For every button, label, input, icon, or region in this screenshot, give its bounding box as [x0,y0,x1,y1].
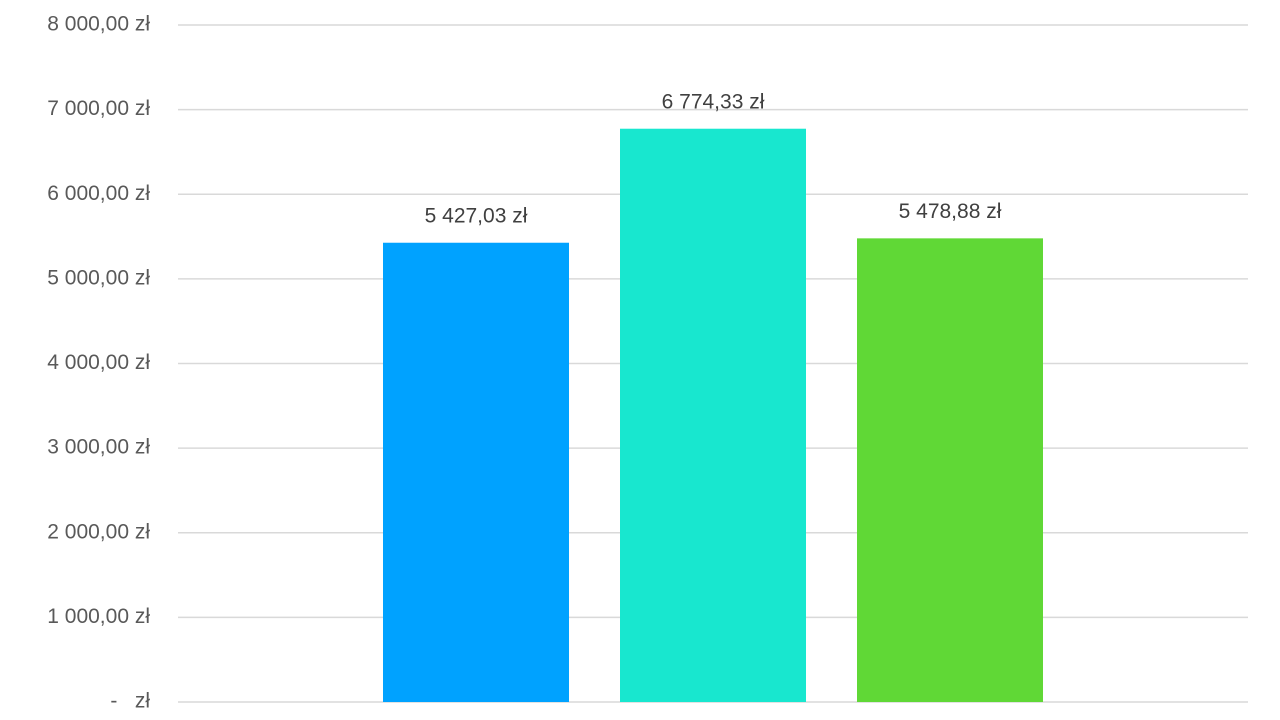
y-tick-label: 7 000,00 zł [47,97,150,120]
y-tick-label: 2 000,00 zł [47,520,150,543]
y-tick-label: 8 000,00 zł [47,13,150,36]
bar [383,242,569,702]
bar [857,238,1043,702]
data-label: 5 427,03 zł [425,204,528,227]
y-tick-label: 4 000,00 zł [47,351,150,374]
y-tick-label: 6 000,00 zł [47,182,150,205]
y-tick-label: 3 000,00 zł [47,436,150,459]
y-tick-label: - zł [110,690,150,713]
bar [620,128,806,703]
data-label: 6 774,33 zł [662,90,765,113]
data-label: 5 478,88 zł [899,200,1002,223]
y-tick-label: 1 000,00 zł [47,605,150,628]
y-tick-label: 5 000,00 zł [47,266,150,289]
